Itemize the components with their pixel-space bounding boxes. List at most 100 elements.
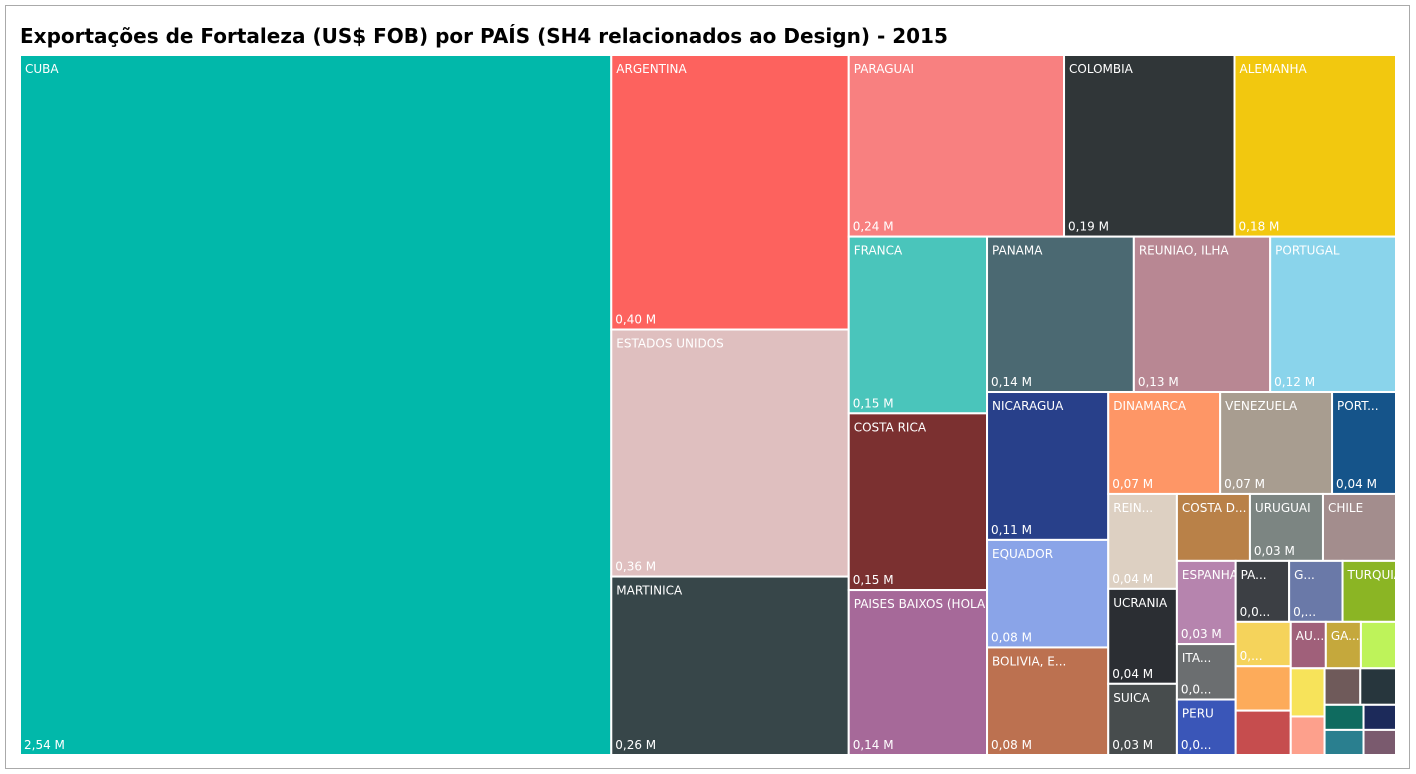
tile-label: COSTA D...: [1182, 501, 1247, 515]
value-label: 0,0...: [1181, 683, 1212, 697]
tile-label: PA...: [1241, 568, 1267, 582]
tile: [1359, 667, 1397, 706]
tile: [1132, 235, 1272, 394]
tile: [1175, 643, 1237, 701]
tile: [1362, 703, 1397, 731]
tile: [1323, 667, 1362, 706]
tile-label: MARTINICA: [616, 584, 683, 598]
tile-label: NICARAGUA: [992, 399, 1064, 413]
tile-label: VENEZUELA: [1225, 399, 1298, 413]
tile: [610, 54, 850, 331]
tile-label: ESTADOS UNIDOS: [616, 337, 724, 351]
tile: [986, 391, 1110, 541]
tile-label: PERU: [1182, 707, 1214, 721]
tile-label: CHILE: [1328, 501, 1363, 515]
value-label: 0,36 M: [615, 560, 656, 574]
tile: [1234, 665, 1292, 712]
tile-label: DINAMARCA: [1113, 399, 1187, 413]
tile-label: SUICA: [1113, 691, 1150, 705]
value-label: 0,03 M: [1254, 544, 1295, 558]
value-label: 0,...: [1293, 605, 1316, 619]
tile-label: AU...: [1296, 629, 1324, 643]
value-label: 0,07 M: [1224, 477, 1265, 491]
tile-label: G...: [1294, 568, 1315, 582]
value-label: 0,13 M: [1138, 375, 1179, 389]
tile: [847, 54, 1066, 238]
tile-label: PAISES BAIXOS (HOLANDA): [854, 597, 1016, 611]
value-label: 0,11 M: [991, 523, 1032, 537]
tile-label: PORTUGAL: [1275, 244, 1340, 258]
value-label: 0,24 M: [853, 220, 894, 234]
tile: [610, 328, 850, 578]
tile: [1107, 682, 1178, 757]
tile-label: REUNIAO, ILHA: [1139, 244, 1230, 258]
tile: [1219, 391, 1334, 495]
tile: [847, 412, 989, 592]
tile-label: GA...: [1331, 629, 1360, 643]
tile: [1175, 559, 1237, 646]
tile: [19, 54, 613, 756]
chart-title: Exportações de Fortaleza (US$ FOB) por P…: [20, 24, 948, 48]
tile-label: COSTA RICA: [854, 420, 927, 434]
value-label: 0,08 M: [991, 738, 1032, 752]
tile: [847, 589, 989, 756]
tile-label: EQUADOR: [992, 547, 1053, 561]
tile-label: UCRANIA: [1113, 596, 1168, 610]
tile-label: PANAMA: [992, 244, 1043, 258]
tile-label: ARGENTINA: [616, 62, 687, 76]
tile-label: ALEMANHA: [1240, 62, 1308, 76]
tile: [1289, 667, 1326, 718]
tile: [1107, 492, 1178, 590]
tile-label: PARAGUAI: [854, 62, 914, 76]
value-label: 0,14 M: [991, 375, 1032, 389]
value-label: 0,14 M: [853, 738, 894, 752]
tile: [1063, 54, 1236, 238]
tile: [1234, 709, 1292, 756]
tile-label: TURQUIA: [1347, 568, 1403, 582]
tile: [986, 235, 1135, 394]
value-label: 0,03 M: [1181, 627, 1222, 641]
value-label: 0,04 M: [1112, 667, 1153, 681]
tile: [610, 575, 850, 756]
tile: [1248, 492, 1324, 562]
tile-label: FRANCA: [854, 244, 903, 258]
tile-label: CUBA: [25, 62, 59, 76]
tiles: CUBA 2,54 M ARGENTINA 0,40 M ESTADOS UNIDOS 0…: [19, 54, 1403, 757]
tile: [1323, 728, 1365, 756]
value-label: 0,04 M: [1336, 477, 1377, 491]
tile: [1107, 587, 1178, 685]
tile: [1331, 391, 1397, 495]
value-label: 0,07 M: [1112, 477, 1153, 491]
value-label: 0,03 M: [1112, 738, 1153, 752]
value-label: 0,12 M: [1274, 375, 1315, 389]
tile: [1359, 620, 1398, 670]
value-label: 0,0...: [1240, 605, 1271, 619]
tile: [847, 235, 989, 415]
value-label: 0,...: [1240, 649, 1263, 663]
tile: [1362, 728, 1397, 756]
tile-label: BOLIVIA, E...: [992, 654, 1066, 668]
value-label: 0,40 M: [615, 313, 656, 327]
tile: [1175, 698, 1237, 757]
value-label: 0,26 M: [615, 738, 656, 752]
value-label: 0,04 M: [1112, 572, 1153, 586]
tile-label: REIN...: [1113, 501, 1153, 515]
tile: [1234, 620, 1292, 668]
tile: [1269, 235, 1398, 394]
tile: [1289, 715, 1326, 757]
tile-label: PORT...: [1337, 399, 1379, 413]
value-label: 0,15 M: [853, 396, 894, 410]
value-label: 0,18 M: [1239, 220, 1280, 234]
tile-label: URUGUAI: [1255, 501, 1311, 515]
tile: [1233, 54, 1397, 238]
tile: [1341, 559, 1398, 623]
value-label: 0,15 M: [853, 573, 894, 587]
tile-label: ITA...: [1182, 651, 1211, 665]
tile: [1323, 703, 1365, 731]
value-label: 0,08 M: [991, 630, 1032, 644]
value-label: 2,54 M: [24, 738, 65, 752]
value-label: 0,19 M: [1068, 220, 1109, 234]
tile-label: COLOMBIA: [1069, 62, 1134, 76]
